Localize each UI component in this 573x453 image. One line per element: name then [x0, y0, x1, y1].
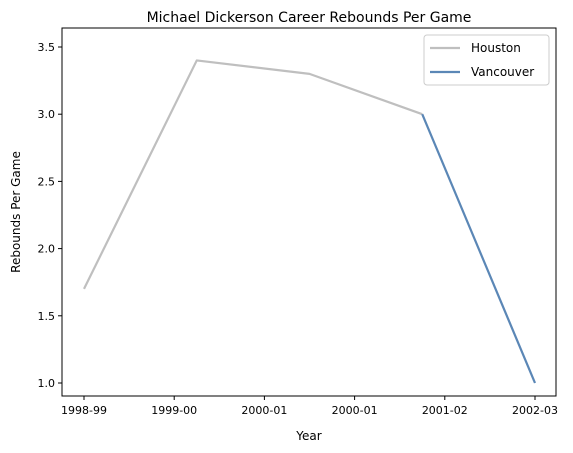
- x-tick-label: 2000-01: [241, 404, 287, 417]
- x-tick-label: 1999-00: [151, 404, 197, 417]
- y-axis: 1.0 1.5 2.0 2.5 3.0 3.5: [38, 41, 62, 390]
- x-tick-label: 2002-03: [512, 404, 558, 417]
- y-tick-label: 3.5: [38, 41, 56, 54]
- x-axis-label: Year: [295, 429, 321, 443]
- legend: Houston Vancouver: [423, 34, 550, 86]
- series-lines: [83, 59, 537, 384]
- legend-label-houston: Houston: [471, 41, 521, 55]
- legend-label-vancouver: Vancouver: [471, 65, 534, 79]
- y-tick-label: 1.5: [38, 310, 56, 323]
- y-tick-label: 3.0: [38, 108, 56, 121]
- y-tick-label: 2.5: [38, 175, 56, 188]
- y-axis-label: Rebounds Per Game: [9, 151, 23, 273]
- y-tick-label: 2.0: [38, 243, 56, 256]
- series-line-houston: [83, 59, 423, 290]
- x-tick-label: 1998-99: [61, 404, 107, 417]
- x-tick-label: 2000-01: [332, 404, 378, 417]
- x-axis: 1998-99 1999-00 2000-01 2000-01 2001-02 2002-…: [61, 396, 558, 417]
- y-tick-label: 1.0: [38, 377, 56, 390]
- chart-title: Michael Dickerson Career Rebounds Per Ga…: [147, 10, 472, 26]
- series-line-vancouver: [421, 113, 537, 384]
- plot-area-frame: [61, 27, 557, 397]
- x-tick-label: 2001-02: [422, 404, 468, 417]
